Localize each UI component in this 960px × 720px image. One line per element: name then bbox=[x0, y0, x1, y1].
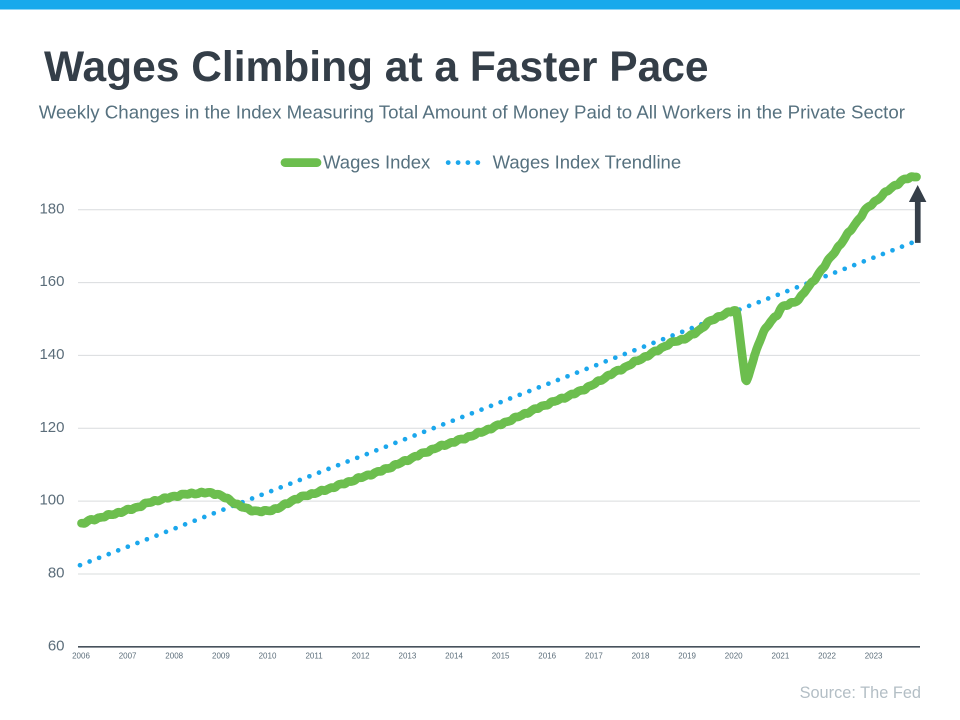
svg-text:Wages Climbing at a Faster Pac: Wages Climbing at a Faster Pace bbox=[44, 44, 708, 91]
svg-text:180: 180 bbox=[39, 200, 64, 217]
svg-text:Source: The Fed: Source: The Fed bbox=[800, 684, 921, 702]
svg-text:2018: 2018 bbox=[632, 652, 650, 661]
svg-text:2022: 2022 bbox=[818, 652, 836, 661]
svg-text:60: 60 bbox=[48, 637, 65, 654]
svg-text:100: 100 bbox=[39, 492, 64, 509]
svg-text:2011: 2011 bbox=[305, 652, 323, 661]
svg-text:2014: 2014 bbox=[445, 652, 463, 661]
svg-text:2007: 2007 bbox=[119, 652, 137, 661]
svg-text:2008: 2008 bbox=[165, 652, 183, 661]
svg-text:2006: 2006 bbox=[72, 652, 90, 661]
svg-text:160: 160 bbox=[39, 273, 64, 290]
svg-text:2016: 2016 bbox=[538, 652, 556, 661]
svg-text:140: 140 bbox=[39, 346, 64, 363]
svg-text:2017: 2017 bbox=[585, 652, 603, 661]
svg-text:2013: 2013 bbox=[399, 652, 417, 661]
svg-text:2020: 2020 bbox=[725, 652, 743, 661]
svg-text:Wages Index Trendline: Wages Index Trendline bbox=[493, 152, 682, 173]
svg-text:2010: 2010 bbox=[259, 652, 277, 661]
svg-text:80: 80 bbox=[48, 565, 65, 582]
svg-text:2012: 2012 bbox=[352, 652, 370, 661]
svg-text:120: 120 bbox=[39, 419, 64, 436]
svg-text:2015: 2015 bbox=[492, 652, 510, 661]
svg-text:2009: 2009 bbox=[212, 652, 230, 661]
svg-text:Wages Index: Wages Index bbox=[323, 152, 431, 173]
svg-text:2023: 2023 bbox=[865, 652, 883, 661]
svg-text:2019: 2019 bbox=[678, 652, 696, 661]
svg-text:2021: 2021 bbox=[772, 652, 790, 661]
svg-text:Weekly Changes in the Index Me: Weekly Changes in the Index Measuring To… bbox=[39, 101, 905, 122]
